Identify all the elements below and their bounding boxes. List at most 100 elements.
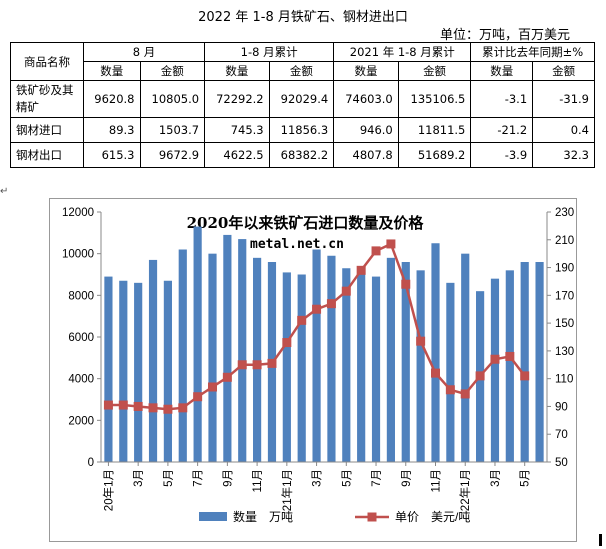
line-point-unit-price bbox=[118, 400, 128, 410]
bar-quantity bbox=[342, 268, 351, 462]
chart-title: 2020年以来铁矿石进口数量及价格 bbox=[187, 214, 425, 232]
row-label-line: 铁矿砂及其 bbox=[16, 83, 74, 97]
bar-quantity bbox=[238, 239, 247, 462]
table-cell: 32.3 bbox=[532, 142, 595, 168]
line-point-unit-price bbox=[401, 279, 411, 289]
table-corner-header: 商品名称 bbox=[10, 42, 84, 81]
line-point-unit-price bbox=[222, 372, 232, 382]
y-right-tick-label: 130 bbox=[555, 346, 574, 358]
y-right-tick-label: 210 bbox=[555, 235, 574, 247]
line-point-unit-price bbox=[297, 315, 307, 325]
y-left-tick-label: 4000 bbox=[68, 374, 94, 386]
bar-quantity bbox=[446, 282, 455, 462]
line-point-unit-price bbox=[208, 382, 217, 392]
line-point-unit-price bbox=[267, 358, 277, 368]
line-point-unit-price bbox=[460, 389, 470, 399]
subheader-cell: 数量 bbox=[83, 61, 141, 81]
bar-quantity bbox=[386, 257, 395, 462]
y-left-tick-label: 2000 bbox=[68, 415, 94, 427]
subheader-cell: 数量 bbox=[204, 61, 270, 81]
bar-quantity bbox=[148, 259, 158, 462]
bar-quantity bbox=[223, 234, 232, 462]
x-tick-label: 3月 bbox=[312, 469, 324, 487]
table-cell: 135106.5 bbox=[397, 80, 472, 118]
line-point-unit-price bbox=[490, 354, 500, 364]
bar-quantity bbox=[416, 270, 425, 462]
line-point-unit-price bbox=[341, 286, 351, 296]
subheader-cell: 金额 bbox=[268, 61, 335, 81]
table-cell: 11811.5 bbox=[397, 117, 472, 143]
table-cell: 615.3 bbox=[83, 142, 141, 168]
subheader-cell: 金额 bbox=[397, 61, 472, 81]
line-point-unit-price bbox=[282, 338, 292, 348]
bar-quantity bbox=[297, 274, 306, 462]
subheader-cell: 数量 bbox=[470, 61, 534, 81]
x-tick-label: 3月 bbox=[490, 469, 502, 487]
x-tick-label: 9月 bbox=[401, 469, 413, 487]
line-point-unit-price bbox=[326, 299, 336, 309]
table-cell: 4807.8 bbox=[333, 142, 399, 168]
bar-quantity bbox=[505, 270, 514, 462]
x-tick-label: 5月 bbox=[520, 469, 532, 487]
line-point-unit-price bbox=[103, 400, 113, 410]
row-label-steel-export: 钢材出口 bbox=[10, 142, 84, 168]
y-right-tick-label: 230 bbox=[555, 207, 574, 219]
bar-quantity bbox=[312, 249, 321, 462]
iron-ore-import-chart: 2020年以来铁矿石进口数量及价格 metal.net.cn 0 2000 4000… bbox=[49, 198, 577, 542]
x-tick-label: 7月 bbox=[193, 469, 205, 487]
y-right-tick-label: 190 bbox=[555, 263, 574, 275]
row-label-line: 精矿 bbox=[16, 100, 39, 114]
bar-quantity bbox=[357, 274, 366, 462]
y-left-tick-label: 10000 bbox=[62, 249, 94, 261]
page-title: 2022 年 1-8 月铁矿石、钢材进出口 bbox=[198, 10, 408, 25]
table-cell: -3.1 bbox=[470, 80, 534, 118]
bar-quantity bbox=[119, 280, 128, 462]
group-header-ytd: 1-8 月累计 bbox=[204, 42, 335, 62]
line-point-unit-price bbox=[505, 351, 515, 361]
bar-quantity bbox=[253, 257, 262, 462]
subheader-cell: 金额 bbox=[139, 61, 206, 81]
line-point-unit-price bbox=[193, 392, 203, 402]
group-header-2021-ytd: 2021 年 1-8 月累计 bbox=[333, 42, 472, 62]
table-cell: -21.2 bbox=[470, 117, 534, 143]
legend-label-unit-price: 单价 美元/吨 bbox=[395, 510, 470, 524]
x-tick-label: 5月 bbox=[341, 469, 353, 487]
table-subheader-row: 数量 金额 数量 金额 数量 金额 数量 金额 bbox=[11, 61, 595, 81]
x-tick-label: 3月 bbox=[133, 469, 145, 487]
row-label-iron-ore: 铁矿砂及其 精矿 bbox=[10, 80, 84, 118]
line-point-unit-price bbox=[431, 368, 440, 378]
table-cell: 0.4 bbox=[532, 117, 595, 143]
row-label-steel-import: 钢材进口 bbox=[10, 117, 84, 143]
table-cell: 946.0 bbox=[333, 117, 399, 143]
group-header-aug: 8 月 bbox=[82, 42, 206, 62]
bar-quantity bbox=[401, 262, 410, 462]
bar-quantity bbox=[104, 276, 113, 462]
y-left-tick-label: 12000 bbox=[62, 207, 94, 219]
bar-quantity bbox=[431, 243, 440, 462]
table-cell: 11856.3 bbox=[268, 117, 335, 143]
x-tick-label: 9月 bbox=[222, 469, 234, 487]
bar-quantity bbox=[327, 255, 336, 462]
table-cell: 9672.9 bbox=[139, 142, 206, 168]
table-cell: 74603.0 bbox=[333, 80, 399, 118]
line-point-unit-price bbox=[445, 385, 455, 395]
line-point-unit-price bbox=[475, 371, 485, 381]
chart-watermark: metal.net.cn bbox=[250, 237, 344, 252]
table-cell: -31.9 bbox=[532, 80, 595, 118]
table-cell: 92029.4 bbox=[268, 80, 335, 118]
bar-quantity bbox=[282, 272, 291, 462]
x-tick-label: 7月 bbox=[371, 469, 383, 487]
line-point-unit-price bbox=[237, 360, 247, 370]
x-tick-label: 20年1月 bbox=[101, 469, 115, 511]
bar-quantity bbox=[208, 253, 217, 462]
x-tick-label: 22年1月 bbox=[458, 469, 472, 511]
bar-quantity bbox=[490, 278, 500, 462]
unit-label: 单位：万吨，百万美元 bbox=[439, 28, 570, 43]
bar-quantity bbox=[535, 262, 544, 462]
y-right-tick-label: 90 bbox=[555, 401, 568, 413]
x-tick-label: 11月 bbox=[431, 469, 443, 492]
table-row-steel-import: 钢材进口 89.3 1503.7 745.3 11856.3 946.0 118… bbox=[10, 117, 595, 143]
line-point-unit-price bbox=[356, 265, 366, 275]
table-cell: 89.3 bbox=[83, 117, 141, 143]
line-point-unit-price bbox=[416, 336, 426, 346]
